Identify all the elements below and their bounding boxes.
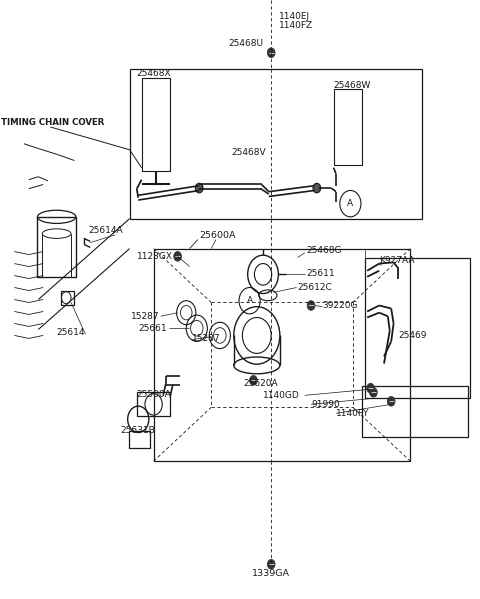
Bar <box>129 431 150 448</box>
Bar <box>365 258 470 398</box>
Circle shape <box>195 183 203 193</box>
Text: 25468W: 25468W <box>334 80 371 90</box>
Text: 91990: 91990 <box>311 400 340 409</box>
Text: 25631B: 25631B <box>120 425 155 435</box>
Bar <box>362 386 468 437</box>
Text: 15287: 15287 <box>192 334 221 343</box>
Circle shape <box>367 383 374 393</box>
Circle shape <box>387 397 395 406</box>
Text: 15287: 15287 <box>131 311 159 321</box>
Text: 25661: 25661 <box>138 323 167 333</box>
Text: 25611: 25611 <box>306 268 335 278</box>
Text: 25500A: 25500A <box>137 389 171 399</box>
Bar <box>130 69 422 219</box>
Text: 25600A: 25600A <box>199 231 236 240</box>
Circle shape <box>370 388 377 397</box>
Text: 25620A: 25620A <box>244 379 278 388</box>
Bar <box>61 291 74 305</box>
Bar <box>137 392 170 416</box>
Text: 1140FZ: 1140FZ <box>279 21 313 31</box>
Circle shape <box>307 301 315 310</box>
Circle shape <box>267 559 275 569</box>
Text: 1123GX: 1123GX <box>137 252 173 261</box>
Circle shape <box>313 183 321 193</box>
Bar <box>154 249 410 461</box>
Bar <box>37 217 76 277</box>
Text: 25614: 25614 <box>57 328 85 337</box>
Text: 1140EJ: 1140EJ <box>279 12 311 22</box>
Circle shape <box>267 48 275 58</box>
Text: 25468G: 25468G <box>306 246 342 255</box>
Text: 25468V: 25468V <box>231 148 266 158</box>
Bar <box>142 78 170 171</box>
Text: 25468X: 25468X <box>137 69 171 78</box>
Text: 25469: 25469 <box>398 331 427 340</box>
Text: 25612C: 25612C <box>298 283 332 292</box>
Text: TIMING CHAIN COVER: TIMING CHAIN COVER <box>1 118 105 128</box>
Text: 25614A: 25614A <box>89 226 123 235</box>
Text: K927AA: K927AA <box>379 256 415 265</box>
Text: 1140FY: 1140FY <box>336 409 370 418</box>
Text: 39220G: 39220G <box>323 301 358 310</box>
Text: 25468U: 25468U <box>228 39 263 49</box>
Text: 1140GD: 1140GD <box>263 391 300 400</box>
Bar <box>334 89 362 165</box>
Text: A: A <box>247 296 252 305</box>
Text: 1339GA: 1339GA <box>252 569 290 579</box>
Circle shape <box>250 376 257 385</box>
Circle shape <box>174 252 181 261</box>
Text: A: A <box>348 199 353 208</box>
